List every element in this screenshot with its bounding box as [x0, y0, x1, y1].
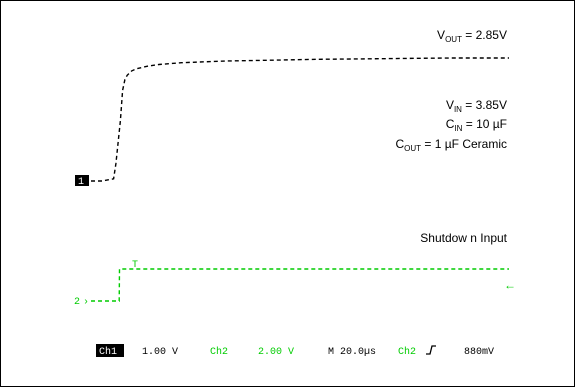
- timebase-status: M 20.0µs: [328, 347, 376, 358]
- cout-annotation: COUT = 1 µF Ceramic: [396, 137, 508, 153]
- ch2-status-scale: 2.00 V: [258, 347, 294, 358]
- trigger-marker: T: [132, 260, 138, 271]
- ch2-shutdown-trace: [91, 268, 509, 302]
- ch1-status-box: [96, 344, 124, 357]
- ch2-marker-label: 2: [74, 297, 80, 308]
- ch1-status-name: Ch1: [99, 346, 117, 358]
- cin-annotation: CIN = 10 µF: [446, 117, 507, 133]
- ch1-status-scale: 1.00 V: [142, 347, 178, 358]
- ch2-status-name: Ch2: [210, 346, 228, 358]
- ch2-reference-arrow: ←: [504, 278, 516, 292]
- shutdown-input-annotation: Shutdow n Input: [420, 231, 507, 245]
- vin-annotation: VIN = 3.85V: [446, 98, 507, 114]
- ch2-marker-arrow: ›: [83, 297, 89, 308]
- trigger-channel-status: Ch2: [398, 346, 416, 358]
- ch1-marker-label: 1: [78, 177, 84, 188]
- rising-edge-icon: [426, 345, 436, 355]
- ch1-vout-trace: [91, 57, 509, 182]
- trigger-level-status: 880mV: [464, 347, 494, 358]
- ch1-ground-marker: [75, 175, 89, 186]
- vout-annotation: VOUT = 2.85V: [437, 28, 507, 44]
